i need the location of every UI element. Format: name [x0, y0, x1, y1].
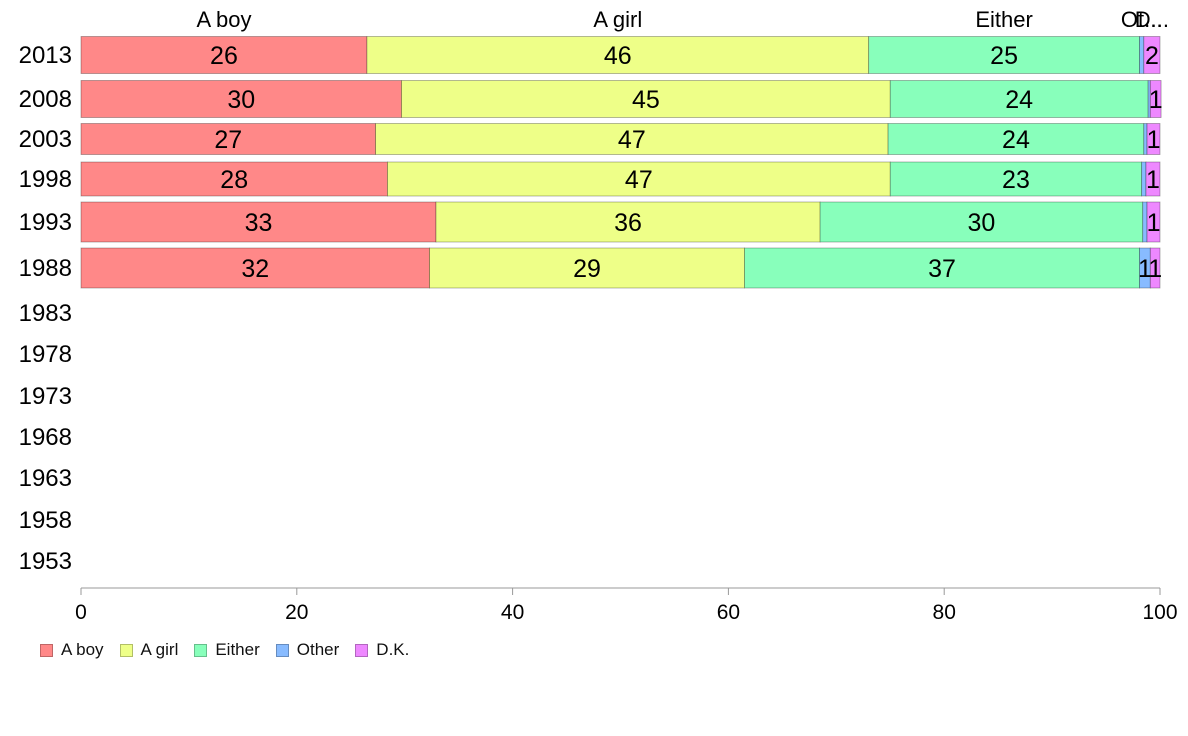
- bar-segment: [889, 80, 1149, 118]
- data-label: 47: [625, 166, 653, 194]
- x-tick-label: 60: [717, 601, 740, 624]
- year-label: 2013: [19, 42, 72, 69]
- bar-segment: [366, 36, 870, 74]
- year-label: 1983: [19, 300, 72, 327]
- data-label: 36: [614, 209, 642, 237]
- legend-item: D.K.: [355, 640, 409, 660]
- bar-segment: [80, 201, 437, 243]
- year-label: 1998: [19, 166, 72, 193]
- x-tick-label: 20: [285, 601, 308, 624]
- legend-swatch: [194, 643, 208, 657]
- data-label: 1: [1138, 255, 1152, 283]
- data-label: 30: [968, 209, 996, 237]
- bar-segment: [1143, 36, 1161, 74]
- legend-item: A girl: [119, 640, 179, 660]
- data-label: 1: [1148, 255, 1162, 283]
- data-label: 47: [618, 126, 646, 154]
- data-label: 23: [1002, 166, 1030, 194]
- legend: A boy A girl Either Other D.K.: [40, 640, 409, 660]
- bar-segment: [1145, 161, 1161, 197]
- year-label: 2008: [19, 86, 72, 113]
- data-label: 26: [210, 42, 238, 70]
- bar-segment: [868, 36, 1140, 74]
- legend-item: Either: [194, 640, 260, 660]
- year-label: 1993: [19, 209, 72, 236]
- data-label: 2: [1145, 42, 1159, 70]
- x-tick-label: 100: [1142, 601, 1177, 624]
- bar-segment: [80, 80, 402, 118]
- data-label: 1: [1146, 166, 1160, 194]
- data-label: 1: [1147, 126, 1161, 154]
- legend-label: Either: [215, 640, 260, 659]
- data-label: 33: [245, 209, 273, 237]
- legend-label: Other: [296, 640, 340, 659]
- bar-segment: [401, 80, 891, 118]
- data-label: 45: [632, 86, 660, 114]
- bar-segment: [80, 36, 368, 74]
- data-label: 1: [1147, 209, 1161, 237]
- column-label: A girl: [593, 7, 642, 32]
- column-label: D...: [1135, 7, 1169, 32]
- bar-segment: [1149, 80, 1162, 118]
- bar-segment: [819, 201, 1144, 243]
- year-label: 1963: [19, 465, 72, 492]
- legend-label: A girl: [140, 640, 179, 659]
- legend-swatch: [119, 643, 133, 657]
- legend-swatch: [40, 643, 53, 657]
- data-label: 30: [227, 86, 255, 114]
- bar-segment: [387, 161, 891, 197]
- column-label: Ot...: [1121, 7, 1163, 32]
- legend-label: D.K.: [376, 640, 410, 659]
- legend-swatch: [275, 643, 289, 657]
- column-label: Either: [975, 7, 1032, 32]
- year-label: 2003: [19, 126, 72, 153]
- data-label: 24: [1002, 126, 1030, 154]
- x-tick-label: 0: [75, 601, 87, 624]
- year-label: 1988: [19, 255, 72, 282]
- data-label: 24: [1005, 86, 1033, 114]
- bar-segment: [80, 161, 388, 197]
- bar-segment: [1149, 247, 1161, 289]
- year-label: 1958: [19, 507, 72, 534]
- chart-svg: A boy A girl Either Ot...D... 2013 2008 2003 19…: [19, 7, 1178, 624]
- bar-segment: [1146, 201, 1161, 243]
- bar-segment: [1139, 36, 1145, 74]
- data-label: 29: [573, 255, 601, 283]
- data-label: 32: [241, 255, 269, 283]
- legend-swatch: [355, 643, 369, 657]
- x-tick-label: 40: [501, 601, 524, 624]
- data-label: 25: [990, 42, 1018, 70]
- data-label: 37: [928, 255, 956, 283]
- legend-item: A boy: [40, 640, 104, 660]
- x-tick-label: 80: [933, 601, 956, 624]
- data-label: 28: [220, 166, 248, 194]
- year-label: 1968: [19, 424, 72, 451]
- column-label: A boy: [196, 7, 251, 32]
- bar-segment: [435, 201, 821, 243]
- data-label: 27: [214, 126, 242, 154]
- bar-segment: [429, 247, 745, 289]
- legend-label: A boy: [61, 640, 104, 659]
- bar-segment: [375, 123, 889, 155]
- data-label: 46: [604, 42, 632, 70]
- year-label: 1953: [19, 548, 72, 575]
- data-label: 1: [1149, 86, 1163, 114]
- bar-segment: [889, 161, 1143, 197]
- year-label: 1978: [19, 341, 72, 368]
- legend-item: Other: [275, 640, 340, 660]
- bar-segment: [1146, 123, 1161, 155]
- year-label: 1973: [19, 383, 72, 410]
